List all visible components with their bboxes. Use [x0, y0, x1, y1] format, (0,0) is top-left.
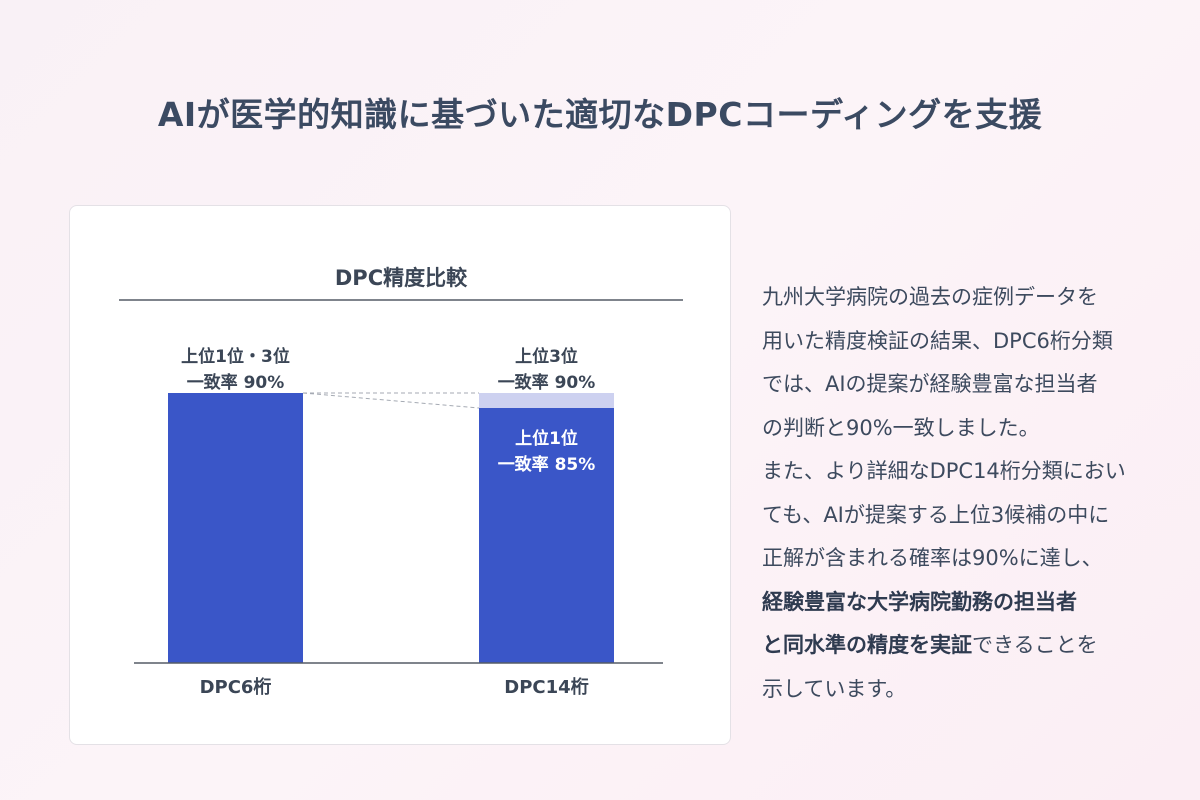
text-segment: では、AIの提案が経験豊富な担当者 — [762, 372, 1098, 396]
description-line: 用いた精度検証の結果、DPC6桁分類 — [762, 320, 1126, 364]
data-label: 上位1位・3位 — [181, 346, 290, 367]
description-line: 正解が含まれる確率は90%に達し、 — [762, 537, 1126, 581]
x-tick-label: DPC14桁 — [504, 676, 588, 698]
connector-line — [302, 392, 480, 409]
description-line: の判断と90%一致しました。 — [762, 407, 1126, 451]
inner-data-label: 上位1位 — [515, 428, 578, 449]
emphasis-text: 経験豊富な大学病院勤務の担当者 — [762, 589, 1077, 614]
description-line: ても、AIが提案する上位3候補の中に — [762, 494, 1126, 538]
description-line: 示しています。 — [762, 668, 1126, 712]
chart-card: DPC精度比較 DPC6桁 上位1位・3位 一致率 90% DPC14桁 上位3位 一致率 … — [69, 205, 731, 745]
bar-top3-segment — [479, 393, 614, 408]
text-segment: 正解が含まれる確率は90%に達し、 — [762, 546, 1103, 570]
description-line: 経験豊富な大学病院勤務の担当者 — [762, 581, 1126, 625]
emphasis-text: と同水準の精度を実証 — [762, 633, 972, 657]
description-text: 九州大学病院の過去の症例データを 用いた精度検証の結果、DPC6桁分類 では、AIの… — [762, 276, 1126, 711]
description-line: では、AIの提案が経験豊富な担当者 — [762, 363, 1126, 407]
inner-data-label: 一致率 85% — [498, 454, 596, 475]
data-label: 一致率 90% — [187, 372, 285, 393]
text-segment: できることを — [972, 633, 1098, 657]
description-line: 九州大学病院の過去の症例データを — [762, 276, 1126, 320]
chart-title: DPC精度比較 — [335, 266, 468, 290]
description-line: また、より詳細なDPC14桁分類におい — [762, 450, 1126, 494]
text-segment: また、より詳細なDPC14桁分類におい — [762, 459, 1126, 483]
text-segment: ても、AIが提案する上位3候補の中に — [762, 502, 1110, 527]
data-label: 上位3位 — [515, 346, 578, 367]
data-label: 一致率 90% — [498, 372, 596, 393]
page-title: AIが医学的知識に基づいた適切なDPCコーディングを支援 — [157, 95, 1043, 134]
text-segment: 九州大学病院の過去の症例データを — [762, 285, 1098, 309]
text-segment: 用いた精度検証の結果、DPC6桁分類 — [762, 328, 1113, 353]
description-line: と同水準の精度を実証できることを — [762, 624, 1126, 668]
bar-top1 — [479, 408, 614, 663]
text-segment: の判断と90%一致しました。 — [762, 415, 1040, 440]
x-tick-label: DPC6桁 — [200, 676, 272, 698]
text-segment: 示しています。 — [762, 676, 907, 701]
bar-top1 — [168, 393, 303, 663]
